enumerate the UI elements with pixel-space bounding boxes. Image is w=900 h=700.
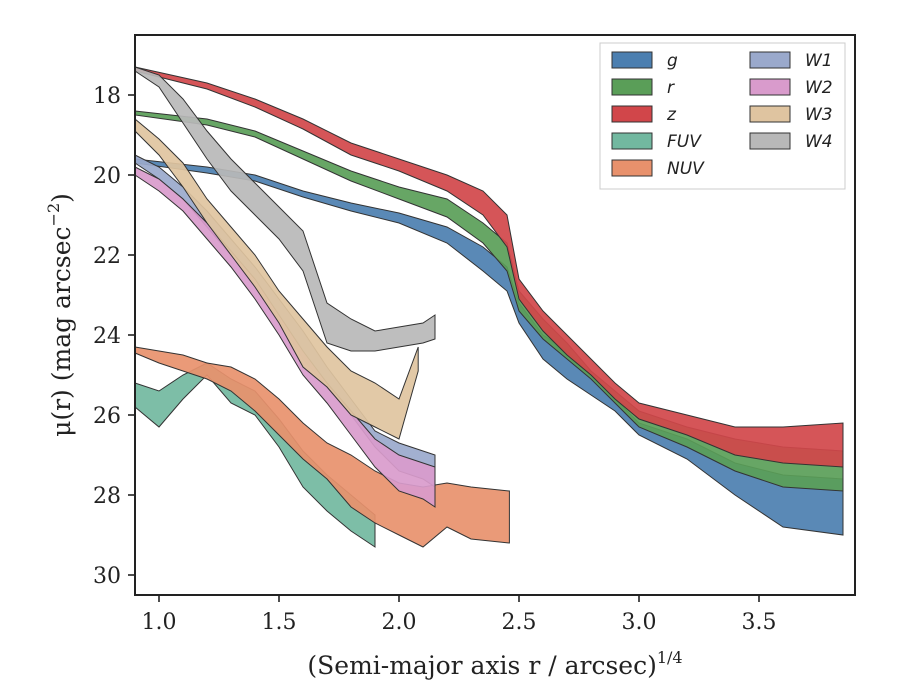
x-axis-label-main: (Semi-major axis r / arcsec) [307, 651, 656, 680]
y-tick-label: 28 [93, 484, 121, 509]
legend-swatch-r [611, 78, 653, 96]
legend-label-W2: W2 [805, 78, 833, 98]
x-tick-label: 3.5 [742, 610, 777, 635]
y-tick-label: 24 [93, 324, 121, 349]
legend-label-z: z [666, 105, 677, 125]
x-tick-label: 2.5 [502, 610, 537, 635]
legend-swatch-FUV [611, 132, 653, 150]
y-tick-label: 20 [93, 164, 121, 189]
legend-label-NUV: NUV [667, 159, 705, 179]
legend-swatch-W4 [749, 132, 791, 150]
legend-swatch-NUV [611, 159, 653, 177]
y-axis-label-sup: −2 [44, 203, 63, 227]
plot-frame [134, 34, 856, 596]
legend-label-W3: W3 [805, 105, 833, 125]
series-bands [134, 66, 844, 548]
legend-swatch-W1 [749, 51, 791, 69]
x-axis-label: (Semi-major axis r / arcsec)1/4 [307, 648, 682, 680]
x-tick-label: 2.0 [382, 610, 417, 635]
legend-swatch-W2 [749, 78, 791, 96]
x-tick-label: 1.0 [142, 610, 177, 635]
y-axis-label-main: μ(r) (mag arcsec [47, 226, 76, 436]
legend-swatch-W3 [749, 105, 791, 123]
legend: grz FUV NUV W1 W2 W3 W4 [599, 42, 846, 190]
y-axis-label-tail: ) [47, 193, 76, 203]
y-axis-label: μ(r) (mag arcsec−2) [44, 193, 76, 437]
legend-label-g: g [667, 51, 678, 71]
legend-label-W1: W1 [805, 51, 833, 71]
legend-label-FUV: FUV [667, 132, 702, 152]
x-tick-label: 3.0 [622, 610, 657, 635]
y-tick-label: 30 [93, 564, 121, 589]
y-tick-label: 22 [93, 244, 121, 269]
band-W4 [134, 66, 436, 352]
legend-swatch-z [611, 105, 653, 123]
legend-label-W4: W4 [805, 132, 833, 152]
y-tick-label: 18 [93, 84, 121, 109]
x-axis-label-sup: 1/4 [657, 648, 683, 667]
band-W3 [134, 117, 419, 440]
band-z [134, 66, 844, 468]
axis-ticks: 1.0 1.5 2.0 2.5 3.0 3.5 18 20 22 24 26 28 30 [93, 84, 777, 635]
band-g [134, 158, 844, 536]
legend-label-r: r [667, 78, 675, 98]
y-tick-label: 26 [93, 404, 121, 429]
legend-swatch-g [611, 51, 653, 69]
x-tick-label: 1.5 [262, 610, 297, 635]
